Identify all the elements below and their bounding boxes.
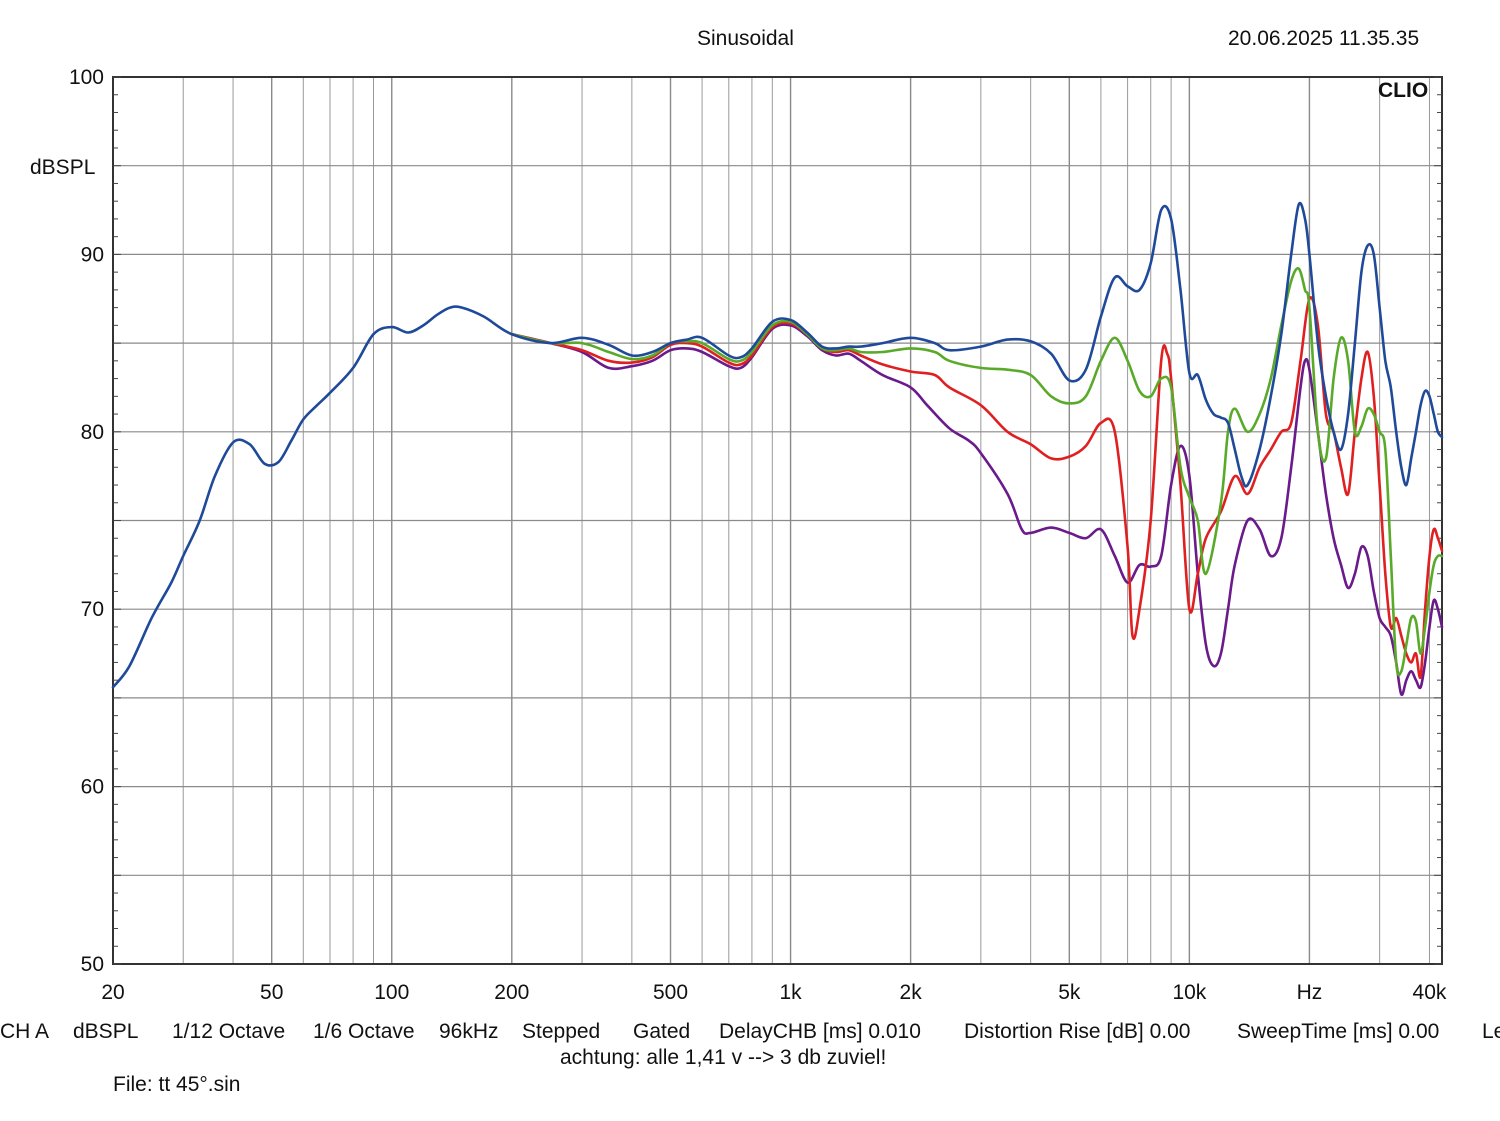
x-tick-label: 40k xyxy=(1413,981,1447,1004)
series-line-purple xyxy=(510,323,1444,697)
setting-gating: Gated xyxy=(633,1020,691,1043)
file-name: File: tt 45°.sin xyxy=(113,1073,241,1096)
x-tick-label: 500 xyxy=(653,981,688,1004)
series-line-blue xyxy=(111,201,1444,689)
x-tick-label: 10k xyxy=(1172,981,1206,1004)
setting-smoothing-2: 1/6 Octave xyxy=(313,1020,415,1043)
chart-title: Sinusoidal xyxy=(697,27,794,50)
x-tick-label: 2k xyxy=(900,981,923,1004)
x-tick-label: 50 xyxy=(260,981,283,1004)
setting-smoothing-1: 1/12 Octave xyxy=(172,1020,286,1043)
setting-delay: DelayCHB [ms] 0.010 xyxy=(719,1020,921,1043)
y-tick-label: 100 xyxy=(69,66,104,89)
setting-channel: CH A xyxy=(0,1020,50,1043)
footer-note: achtung: alle 1,41 v --> 3 db zuviel! xyxy=(560,1046,887,1069)
footer-settings-row: CH A dBSPL 1/12 Octave 1/6 Octave 96kHz … xyxy=(0,1020,1500,1046)
x-tick-label: Hz xyxy=(1297,981,1323,1004)
clio-logo: CLIO xyxy=(1378,79,1428,102)
x-tick-label: 20 xyxy=(101,981,124,1004)
x-tick-label: 1k xyxy=(779,981,802,1004)
setting-truncated: Le xyxy=(1482,1020,1500,1043)
y-tick-label: 70 xyxy=(81,598,104,621)
setting-unit: dBSPL xyxy=(73,1020,139,1043)
y-axis-unit: dBSPL xyxy=(30,156,95,179)
y-tick-label: 90 xyxy=(81,243,104,266)
x-tick-label: 200 xyxy=(494,981,529,1004)
y-tick-label: 50 xyxy=(81,953,104,976)
series-line-red xyxy=(510,296,1444,680)
y-tick-label: 80 xyxy=(81,421,104,444)
series-line-green xyxy=(510,267,1444,677)
x-tick-label: 100 xyxy=(374,981,409,1004)
setting-distortion-rise: Distortion Rise [dB] 0.00 xyxy=(964,1020,1191,1043)
setting-samplerate: 96kHz xyxy=(439,1020,499,1043)
y-tick-label: 60 xyxy=(81,776,104,799)
setting-sweep-mode: Stepped xyxy=(522,1020,601,1043)
timestamp: 20.06.2025 11.35.35 xyxy=(1228,27,1420,50)
setting-sweep-time: SweepTime [ms] 0.00 xyxy=(1237,1020,1440,1043)
x-tick-label: 5k xyxy=(1058,981,1081,1004)
